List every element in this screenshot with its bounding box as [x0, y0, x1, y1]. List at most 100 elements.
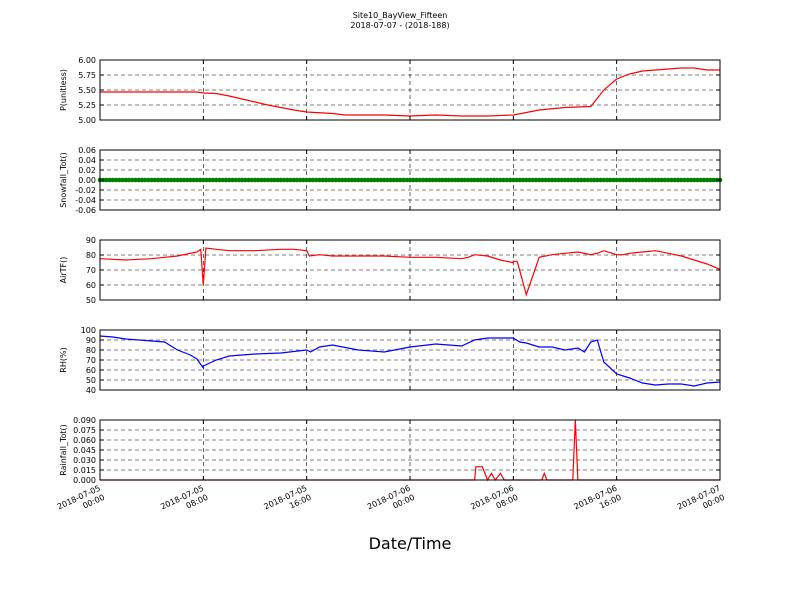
- data-point: [204, 177, 209, 183]
- data-point: [356, 177, 361, 183]
- y-tick-label: 40: [86, 386, 96, 395]
- data-point: [572, 177, 577, 183]
- data-point: [398, 177, 403, 183]
- data-point: [362, 177, 368, 183]
- data-point: [527, 177, 532, 183]
- y-tick-label: 0.030: [73, 456, 96, 465]
- data-point: [120, 177, 125, 183]
- data-point: [601, 177, 607, 183]
- y-tick-label: 50: [86, 376, 96, 385]
- data-point: [485, 177, 490, 183]
- data-point: [685, 177, 691, 183]
- data-point: [326, 177, 332, 183]
- data-point: [656, 177, 661, 183]
- data-point: [627, 177, 632, 183]
- data-point: [136, 177, 142, 183]
- data-point: [575, 177, 581, 183]
- data-point: [443, 177, 448, 183]
- data-point: [465, 177, 471, 183]
- y-tick-label: 0.060: [73, 436, 96, 445]
- data-point: [446, 177, 452, 183]
- data-point: [375, 177, 381, 183]
- series-line: [99, 247, 721, 297]
- data-point: [582, 177, 587, 183]
- data-point: [630, 177, 636, 183]
- data-point: [698, 177, 703, 183]
- data-point: [511, 177, 516, 183]
- data-point: [246, 177, 251, 183]
- data-point: [604, 177, 610, 183]
- data-point: [404, 177, 410, 183]
- y-tick-label: 70: [86, 356, 96, 365]
- data-point: [410, 177, 416, 183]
- y-tick-label: 60: [86, 281, 96, 290]
- data-point: [436, 177, 442, 183]
- data-point: [149, 177, 154, 183]
- data-point: [314, 177, 319, 183]
- data-point: [662, 177, 668, 183]
- data-point: [294, 177, 300, 183]
- x-tick-label: 2018-07-0516:00: [263, 484, 313, 521]
- y-tick-label: 6.00: [78, 56, 96, 65]
- x-tick-label: 2018-07-0608:00: [469, 484, 519, 521]
- data-point: [388, 177, 393, 183]
- data-point: [210, 177, 216, 183]
- data-point: [152, 177, 158, 183]
- data-point: [478, 177, 484, 183]
- data-point: [233, 177, 238, 183]
- data-point: [433, 177, 439, 183]
- y-axis-label: Snowfall_Tot(): [59, 152, 68, 208]
- data-point: [297, 177, 303, 183]
- data-point: [230, 177, 235, 183]
- data-point: [317, 177, 322, 183]
- y-tick-label: -0.02: [75, 186, 96, 195]
- y-tick-label: 5.75: [78, 71, 96, 80]
- data-point: [368, 177, 374, 183]
- data-point: [239, 177, 245, 183]
- data-point: [598, 177, 603, 183]
- data-point: [540, 177, 545, 183]
- data-point: [365, 177, 371, 183]
- data-point: [633, 177, 639, 183]
- y-tick-label: 100: [81, 326, 96, 335]
- data-point: [352, 177, 358, 183]
- data-point: [265, 177, 271, 183]
- y-tick-label: 0.00: [78, 176, 96, 185]
- data-point: [104, 177, 109, 183]
- data-point: [188, 177, 193, 183]
- data-point: [113, 177, 119, 183]
- data-point: [533, 177, 539, 183]
- data-point: [155, 177, 161, 183]
- y-tick-label: -0.06: [75, 206, 96, 215]
- x-tick-label: 2018-07-0600:00: [366, 484, 416, 521]
- x-axis-title: Date/Time: [368, 534, 452, 553]
- data-point: [556, 177, 561, 183]
- data-point: [439, 177, 445, 183]
- data-point: [191, 177, 196, 183]
- data-point: [414, 177, 419, 183]
- data-point: [430, 177, 435, 183]
- y-tick-label: 50: [86, 296, 96, 305]
- data-point: [262, 177, 267, 183]
- data-point: [223, 177, 229, 183]
- data-point: [469, 177, 474, 183]
- y-tick-label: 0.045: [73, 446, 96, 455]
- data-point: [708, 177, 713, 183]
- data-point: [139, 177, 145, 183]
- data-point: [381, 177, 387, 183]
- y-tick-label: 80: [86, 251, 96, 260]
- data-point: [546, 177, 552, 183]
- data-point: [346, 177, 351, 183]
- data-point: [530, 177, 536, 183]
- data-point: [281, 177, 287, 183]
- data-point: [507, 177, 513, 183]
- chart-title: Site10_BayView_Fifteen: [352, 11, 448, 20]
- data-point: [304, 177, 309, 183]
- chart-subtitle: 2018-07-07 - (2018-188): [350, 21, 450, 30]
- data-point: [123, 177, 129, 183]
- data-point: [588, 177, 594, 183]
- data-point: [420, 177, 426, 183]
- data-point: [146, 177, 151, 183]
